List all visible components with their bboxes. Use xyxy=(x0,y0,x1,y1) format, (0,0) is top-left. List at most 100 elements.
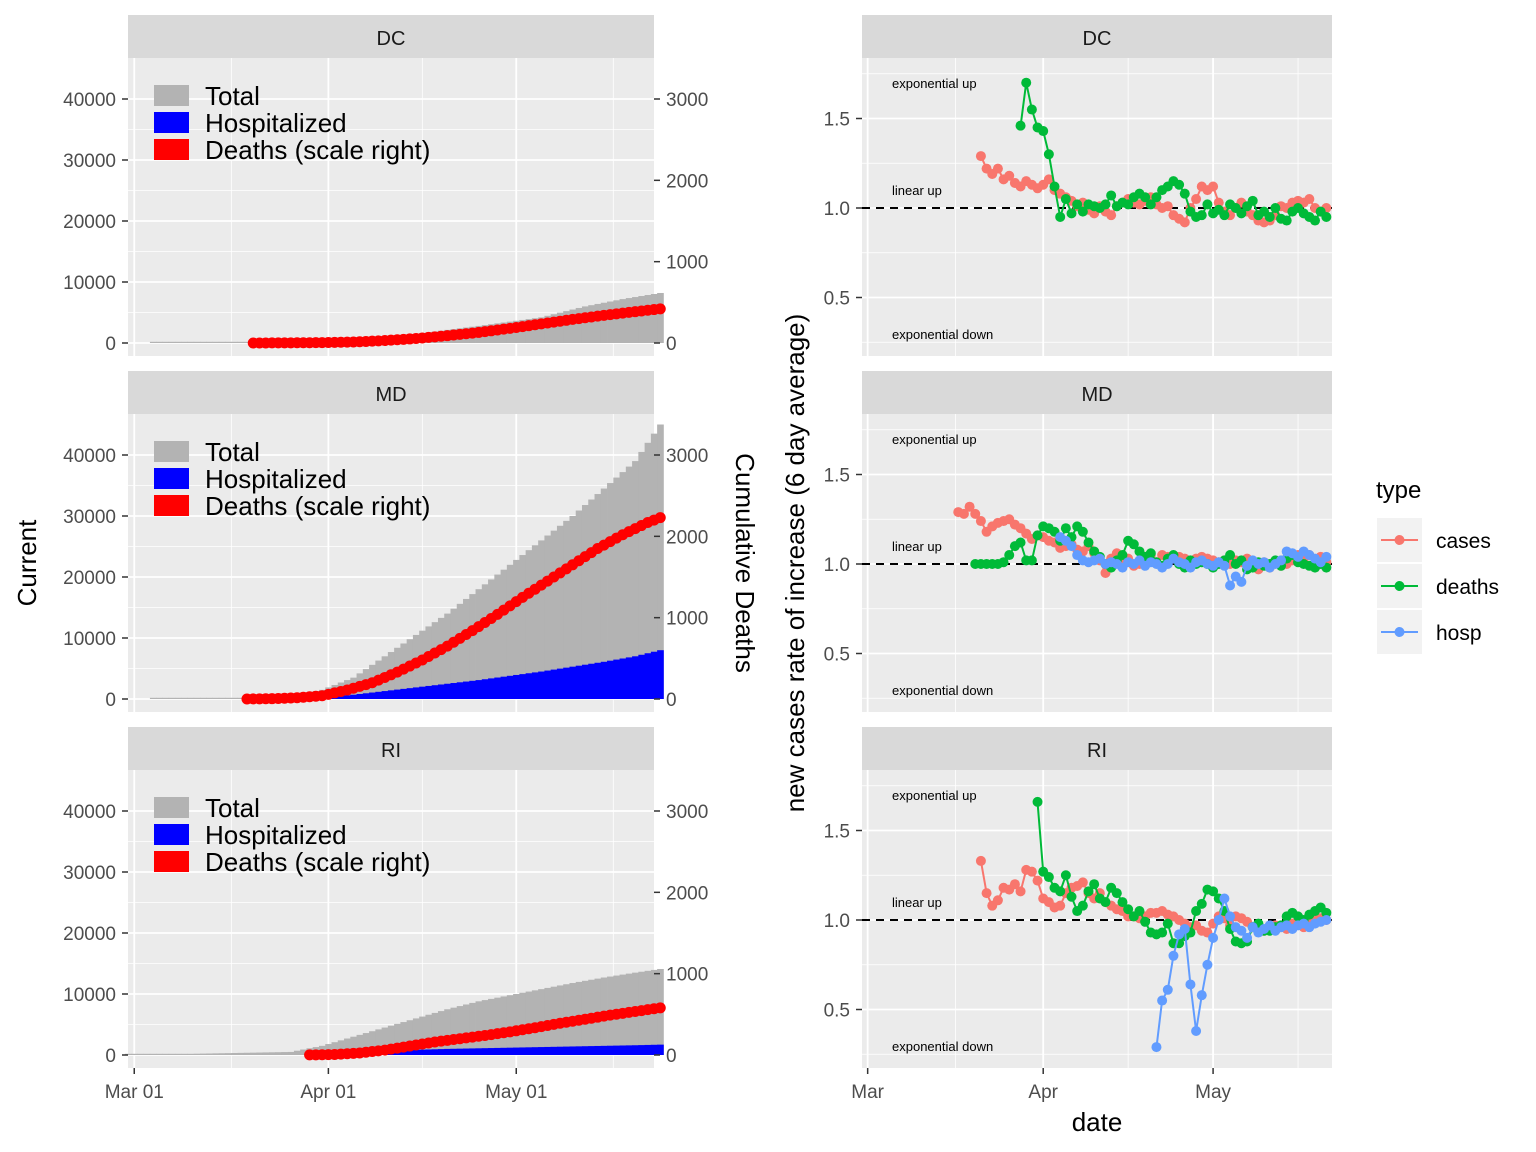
y2-tick-label: 1000 xyxy=(666,965,708,986)
total-bar xyxy=(369,1031,376,1055)
total-bar xyxy=(550,314,558,343)
y-tick-label: 10000 xyxy=(63,273,116,294)
deaths-point xyxy=(1151,192,1162,203)
hospitalized-bar xyxy=(563,1046,570,1055)
hospitalized-bar xyxy=(406,688,414,699)
hospitalized-bar xyxy=(369,692,376,699)
deaths-point xyxy=(1066,208,1077,219)
facet-strip-label: RI xyxy=(1087,740,1107,762)
x-tick-label: Mar 01 xyxy=(105,1082,164,1103)
hospitalized-bar xyxy=(644,1044,652,1055)
total-bar xyxy=(162,697,170,699)
cases-point xyxy=(1304,194,1315,205)
deaths-point xyxy=(1043,872,1054,883)
deaths-point xyxy=(1281,215,1292,226)
cases-point xyxy=(992,163,1003,174)
total-bar xyxy=(513,994,520,1055)
legend-label: Hospitalized xyxy=(205,464,347,494)
deaths-point xyxy=(1049,181,1060,192)
total-bar xyxy=(638,451,646,699)
deaths-point xyxy=(1100,897,1111,908)
left-y2-axis-title: Cumulative Deaths xyxy=(730,453,760,673)
deaths-point xyxy=(1236,208,1247,219)
deaths-point xyxy=(1060,194,1071,205)
hospitalized-bar xyxy=(513,674,520,699)
total-bar xyxy=(181,1053,188,1055)
y-tick-label: 10000 xyxy=(63,629,116,650)
deaths-point xyxy=(1038,126,1049,137)
hosp-point xyxy=(1225,911,1236,922)
total-bar xyxy=(218,697,226,699)
total-bar xyxy=(650,433,658,699)
y-tick-label: 0 xyxy=(105,690,116,711)
cases-point xyxy=(1009,879,1020,890)
hosp-point xyxy=(1185,979,1196,990)
hospitalized-bar xyxy=(544,1046,552,1055)
hospitalized-bar xyxy=(556,1046,564,1055)
total-bar xyxy=(193,1053,201,1055)
hospitalized-bar xyxy=(337,695,345,699)
hosp-point xyxy=(1191,1025,1202,1036)
total-bar xyxy=(481,584,489,699)
total-bar xyxy=(300,1049,307,1055)
total-bar xyxy=(550,530,558,699)
total-bar xyxy=(137,1053,145,1055)
hosp-point xyxy=(1219,893,1230,904)
deaths-point xyxy=(1128,539,1139,550)
total-bar xyxy=(494,574,501,699)
left-y-axis-title: Current xyxy=(12,519,42,606)
total-bar xyxy=(400,1022,408,1055)
annotation-exponential-up: exponential up xyxy=(892,76,977,91)
cases-point xyxy=(1032,875,1043,886)
total-bar xyxy=(581,306,589,343)
hospitalized-bar xyxy=(575,665,583,699)
deaths-point xyxy=(1111,888,1122,899)
y-tick-label: 0 xyxy=(105,334,116,355)
cases-point xyxy=(964,501,975,512)
total-bar xyxy=(256,1052,264,1055)
total-bar xyxy=(162,341,170,343)
total-bar xyxy=(225,1053,232,1055)
total-bar xyxy=(544,535,552,699)
total-bar xyxy=(506,995,514,1055)
deaths-point xyxy=(1157,927,1168,938)
total-bar xyxy=(149,341,157,343)
hospitalized-bar xyxy=(450,1048,458,1055)
annotation-exponential-down: exponential down xyxy=(892,327,993,342)
legend-label: Deaths (scale right) xyxy=(205,491,430,521)
legend-label: Hospitalized xyxy=(205,108,347,138)
deaths-point xyxy=(1043,149,1054,160)
right-y-axis-title: new cases rate of increase (6 day averag… xyxy=(780,314,810,813)
deaths-point xyxy=(1077,526,1088,537)
cases-point xyxy=(1026,866,1037,877)
facet-strip xyxy=(128,371,654,414)
hosp-point xyxy=(1242,932,1253,943)
y2-tick-label: 2000 xyxy=(666,527,708,548)
hospitalized-bar xyxy=(563,667,570,699)
hosp-point xyxy=(1236,925,1247,936)
hospitalized-bar xyxy=(431,1049,439,1055)
hospitalized-bar xyxy=(544,670,552,699)
total-bar xyxy=(206,697,213,699)
total-bar xyxy=(168,697,176,699)
deaths-point xyxy=(1089,879,1100,890)
total-bar xyxy=(456,1006,464,1055)
legend-label: Total xyxy=(205,437,260,467)
hospitalized-bar xyxy=(381,691,389,699)
total-bar xyxy=(469,1002,476,1055)
deaths-point xyxy=(1021,77,1032,88)
hospitalized-bar xyxy=(613,659,620,699)
total-bar xyxy=(463,1004,470,1055)
hosp-point xyxy=(1225,580,1236,591)
deaths-point xyxy=(1202,199,1213,210)
total-bar xyxy=(387,1025,395,1055)
total-bar xyxy=(287,1051,295,1055)
left-facet-md: MD 0 10000 20000 30000 40000 0 1000 2000 3000 Tota… xyxy=(63,371,708,712)
deaths-point xyxy=(1123,199,1134,210)
hosp-legend-label: hosp xyxy=(1436,622,1482,645)
hospitalized-bar xyxy=(406,1049,414,1055)
y-tick-label: 1.0 xyxy=(824,199,850,220)
total-bar xyxy=(225,697,232,699)
hospitalized-legend-key xyxy=(154,112,189,133)
